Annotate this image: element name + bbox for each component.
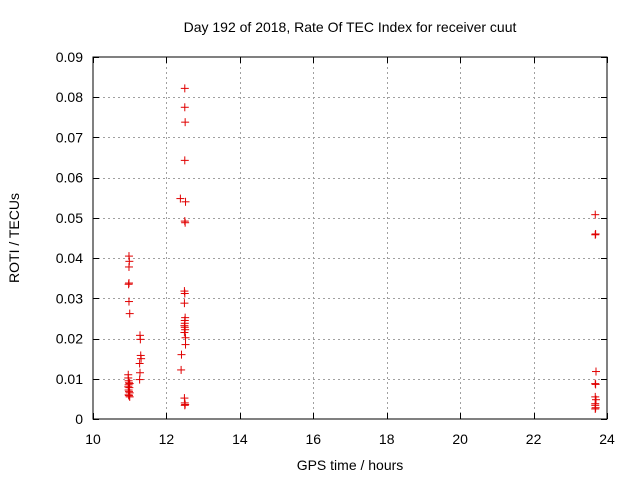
y-tick-label: 0: [75, 411, 83, 427]
x-tick-label: 22: [526, 431, 542, 447]
x-tick-label: 10: [85, 431, 101, 447]
data-point: [591, 210, 600, 219]
data-point: [591, 404, 600, 413]
data-point: [177, 350, 186, 359]
data-point: [591, 230, 600, 239]
data-point: [180, 299, 189, 308]
data-point: [124, 262, 133, 271]
y-axis-label: ROTI / TECUs: [6, 193, 22, 283]
data-point: [124, 280, 133, 289]
data-points: [124, 84, 600, 413]
y-axis-ticks: 0 0.01 0.02 0.03 0.04 0.05 0.06 0.07 0.08 0.09: [56, 49, 607, 427]
grid-lines: [93, 57, 607, 419]
data-point: [181, 218, 190, 227]
x-tick-label: 12: [159, 431, 175, 447]
x-axis-label: GPS time / hours: [297, 457, 404, 473]
y-tick-label: 0.07: [56, 129, 83, 145]
data-point: [180, 289, 189, 298]
y-tick-label: 0.09: [56, 49, 83, 65]
data-point: [177, 365, 186, 374]
y-tick-label: 0.05: [56, 210, 83, 226]
data-point: [137, 354, 146, 363]
chart-title: Day 192 of 2018, Rate Of TEC Index for r…: [184, 19, 517, 35]
data-point: [181, 340, 190, 349]
y-tick-label: 0.08: [56, 89, 83, 105]
data-point: [181, 333, 190, 342]
y-tick-label: 0.02: [56, 331, 83, 347]
data-point: [135, 368, 144, 377]
y-tick-label: 0.06: [56, 170, 83, 186]
x-tick-label: 24: [599, 431, 615, 447]
data-point: [124, 391, 133, 400]
y-tick-label: 0.03: [56, 290, 83, 306]
data-point: [124, 297, 133, 306]
data-point: [125, 392, 134, 401]
x-tick-label: 20: [452, 431, 468, 447]
data-point: [135, 359, 144, 368]
data-point: [180, 84, 189, 93]
data-point: [591, 380, 600, 389]
x-tick-label: 16: [305, 431, 321, 447]
data-point: [181, 118, 190, 127]
data-point: [181, 197, 190, 206]
data-point: [135, 375, 144, 384]
y-tick-label: 0.01: [56, 371, 83, 387]
data-point: [136, 335, 145, 344]
data-point: [125, 309, 134, 318]
data-point: [591, 367, 600, 376]
data-point: [591, 395, 600, 404]
y-tick-label: 0.04: [56, 250, 83, 266]
x-axis-ticks: 10 12 14 16 18 20 22 24: [85, 57, 615, 447]
data-point: [176, 194, 185, 203]
data-point: [180, 103, 189, 112]
data-point: [180, 328, 189, 337]
x-tick-label: 18: [379, 431, 395, 447]
data-point: [180, 401, 189, 410]
plot-frame: [92, 56, 608, 420]
data-point: [180, 156, 189, 165]
x-tick-label: 14: [232, 431, 248, 447]
